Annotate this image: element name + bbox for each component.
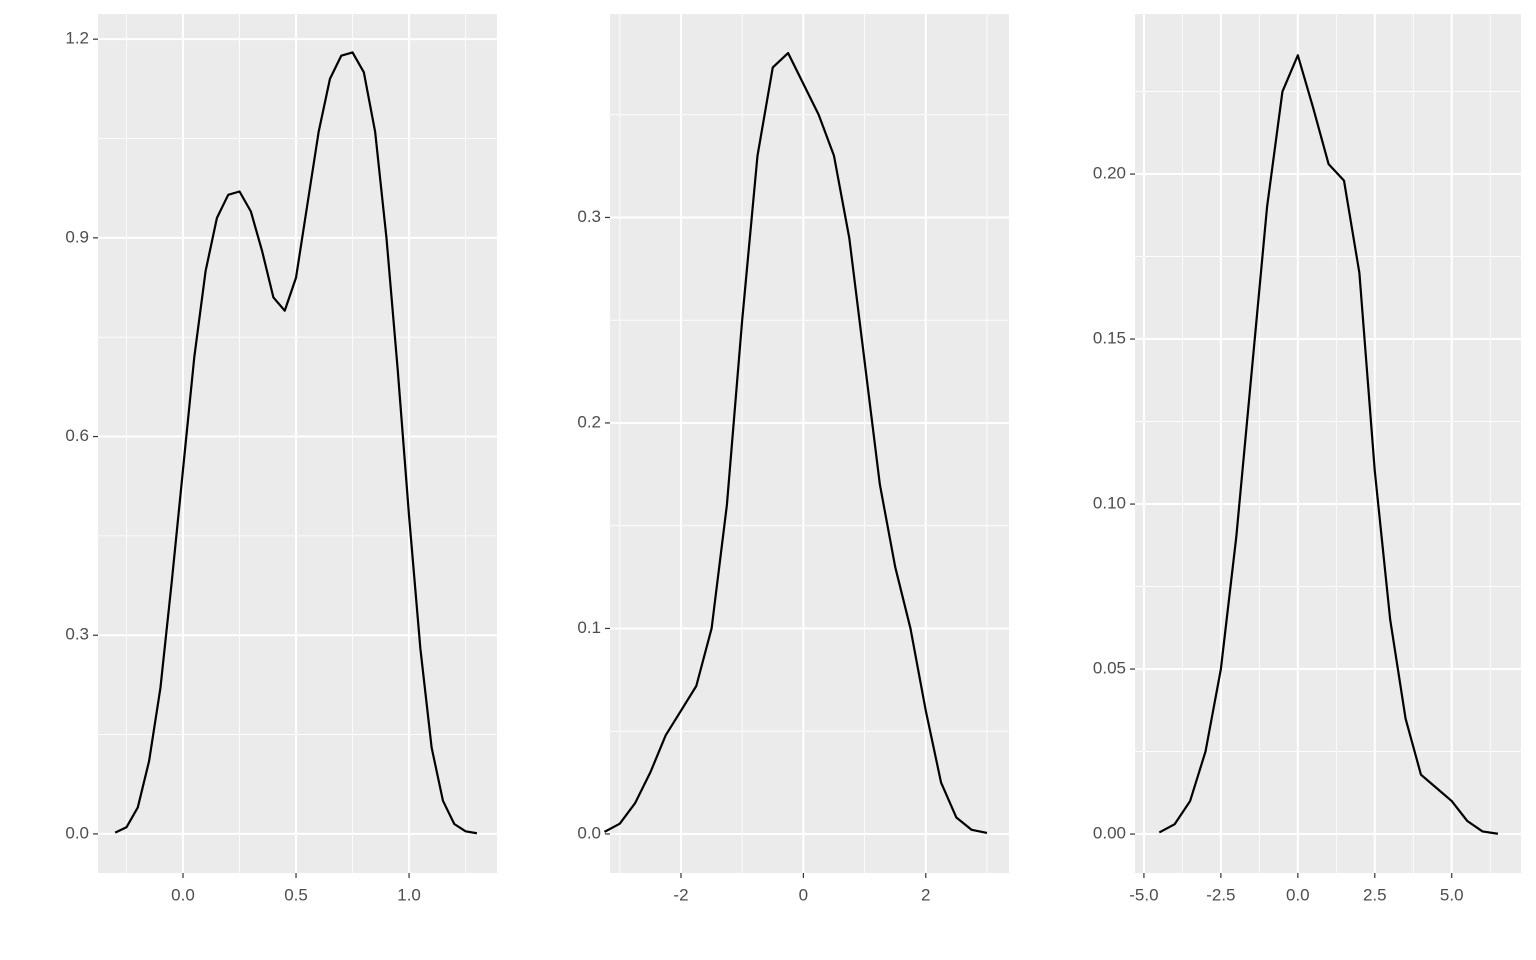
y-tick-label: 0.20 xyxy=(1093,164,1126,183)
x-tick-label: 5.0 xyxy=(1440,885,1464,904)
density-line xyxy=(1158,54,1499,835)
x-tick-label: 0.5 xyxy=(284,885,308,904)
x-tick-label: 0.0 xyxy=(1286,885,1310,904)
panel-background xyxy=(98,14,497,873)
x-tick-label: 2.5 xyxy=(1363,885,1387,904)
x-tick-label: -2 xyxy=(673,885,688,904)
y-tick-label: 0.15 xyxy=(1093,329,1126,348)
density-line xyxy=(114,51,478,835)
y-tick-label: 0.0 xyxy=(65,823,89,842)
density-line xyxy=(603,51,988,835)
x-tick-label: 0.0 xyxy=(171,885,195,904)
x-tick-label: 0 xyxy=(799,885,808,904)
y-tick-label: 0.6 xyxy=(65,426,89,445)
x-tick-label: -5.0 xyxy=(1129,885,1158,904)
x-tick-label: 2 xyxy=(921,885,930,904)
y-tick-label: 0.05 xyxy=(1093,659,1126,678)
y-tick-label: 0.10 xyxy=(1093,494,1126,513)
y-tick-label: 0.3 xyxy=(577,207,601,226)
y-tick-label: 0.3 xyxy=(65,625,89,644)
x-tick-label: 1.0 xyxy=(397,885,421,904)
y-tick-label: 1.2 xyxy=(65,29,89,48)
x-tick-label: -2.5 xyxy=(1206,885,1235,904)
y-tick-label: 0.9 xyxy=(65,227,89,246)
panel-background xyxy=(1135,14,1521,873)
y-tick-label: 0.0 xyxy=(577,823,601,842)
panel-background xyxy=(610,14,1009,873)
y-tick-label: 0.2 xyxy=(577,412,601,431)
y-tick-label: 0.1 xyxy=(577,618,601,637)
y-tick-label: 0.00 xyxy=(1093,824,1126,843)
